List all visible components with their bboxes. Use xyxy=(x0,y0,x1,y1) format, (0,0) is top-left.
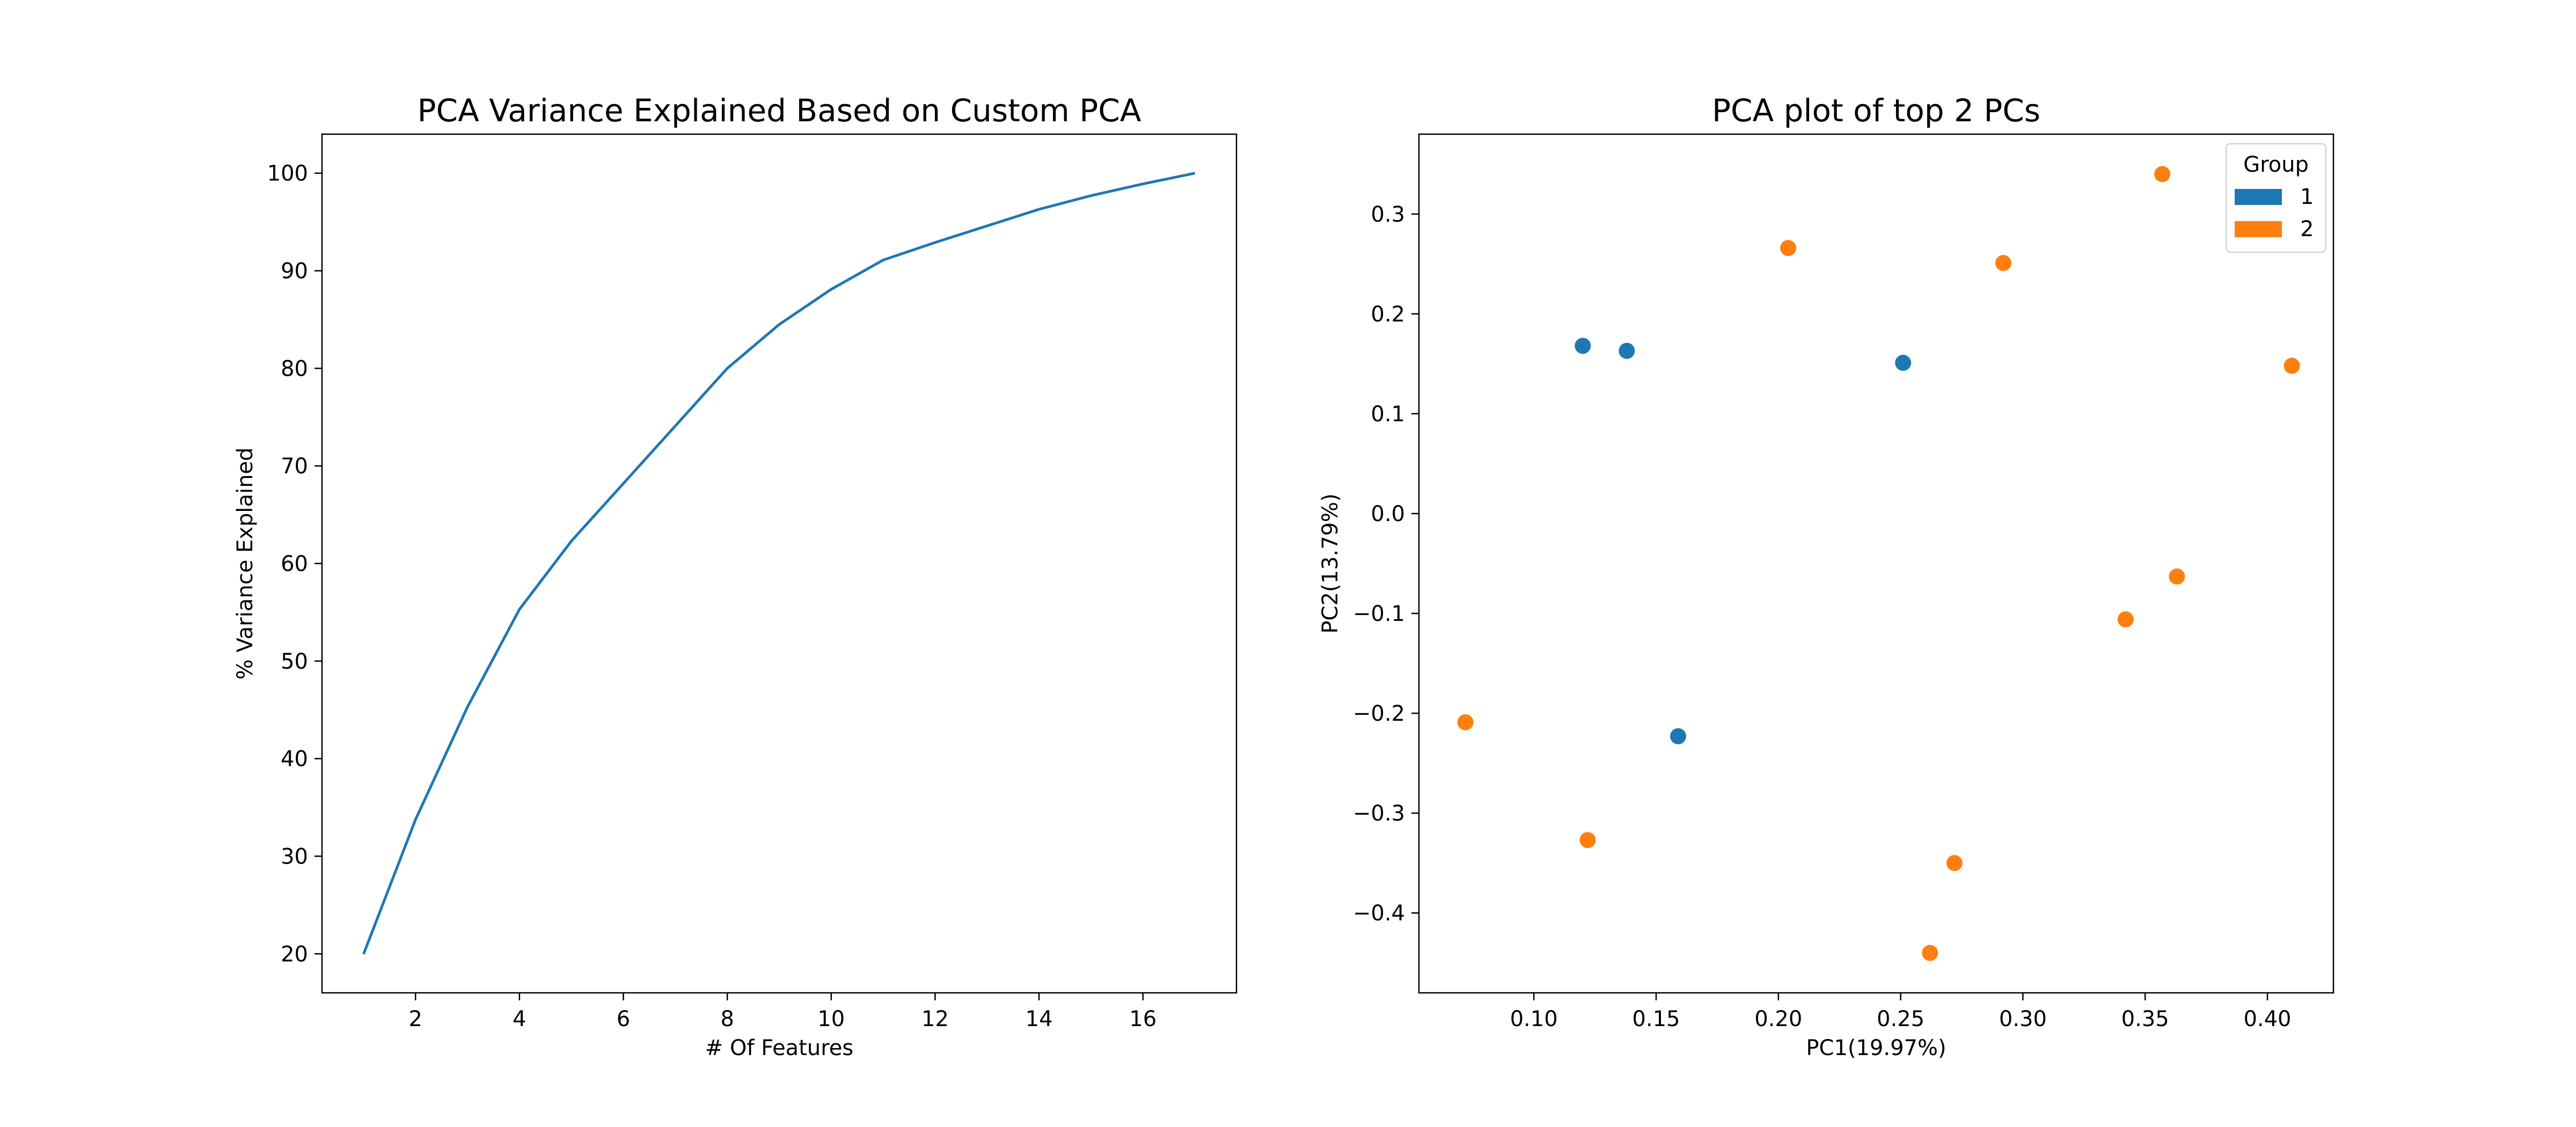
x-tick-label: 12 xyxy=(921,1007,949,1031)
legend-title: Group xyxy=(2243,152,2309,177)
scatter-point-group-2 xyxy=(2169,568,2185,585)
y-tick-label: 0.1 xyxy=(1371,402,1405,427)
y-tick-label: 80 xyxy=(281,356,308,381)
y-tick-label: −0.1 xyxy=(1353,602,1405,626)
legend: Group 1 2 xyxy=(2226,143,2326,253)
plot-area xyxy=(362,172,1196,955)
x-tick-label: 8 xyxy=(720,1007,734,1031)
y-tick-label: −0.4 xyxy=(1353,901,1405,926)
x-tick-label: 16 xyxy=(1129,1007,1157,1031)
plot-area xyxy=(1457,166,2300,961)
plot-frame xyxy=(321,133,1238,994)
x-axis-label: PC1(19.97%) xyxy=(1806,1036,1946,1060)
y-tick-label: −0.3 xyxy=(1353,801,1405,826)
x-tick-label: 0.25 xyxy=(1877,1007,1924,1031)
x-tick-label: 0.30 xyxy=(1999,1007,2047,1031)
y-tick-label: 40 xyxy=(281,747,308,772)
scatter-point-group-1 xyxy=(1670,728,1686,744)
y-axis-ticks: 0.3 0.2 0.1 0.0 −0.1 −0.2 −0.3 −0.4 xyxy=(1353,202,1419,926)
y-tick-label: 30 xyxy=(281,844,308,869)
y-tick-label: 0.0 xyxy=(1371,502,1405,526)
y-tick-label: 50 xyxy=(281,649,308,674)
chart-title: PCA Variance Explained Based on Custom P… xyxy=(418,92,1141,129)
legend-swatch-group-1 xyxy=(2235,189,2282,205)
scatter-point-group-2 xyxy=(1579,832,1596,848)
legend-swatch-group-2 xyxy=(2235,221,2282,237)
y-tick-label: 100 xyxy=(267,162,308,186)
scatter-point-group-1 xyxy=(1575,338,1591,354)
scatter-point-group-1 xyxy=(1619,342,1635,359)
scatter-point-group-2 xyxy=(1995,255,2011,271)
x-axis-ticks: 2 4 6 8 10 12 14 16 xyxy=(409,993,1157,1031)
x-tick-label: 0.10 xyxy=(1510,1007,1558,1031)
x-tick-label: 6 xyxy=(617,1007,630,1031)
y-axis-label: % Variance Explained xyxy=(233,448,258,680)
x-tick-label: 0.15 xyxy=(1632,1007,1680,1031)
x-tick-label: 10 xyxy=(817,1007,845,1031)
y-tick-label: 0.2 xyxy=(1371,302,1405,327)
y-axis-ticks: 20 30 40 50 60 70 80 90 100 xyxy=(267,162,322,967)
legend-label-group-2: 2 xyxy=(2300,217,2314,241)
scatter-point-group-2 xyxy=(2117,611,2134,628)
scatter-point-group-2 xyxy=(2284,357,2300,374)
plot-frame xyxy=(1418,133,2334,994)
x-tick-label: 4 xyxy=(513,1007,526,1031)
chart-title: PCA plot of top 2 PCs xyxy=(1712,92,2040,129)
y-axis-label: PC2(13.79%) xyxy=(1318,493,1343,633)
y-tick-label: 0.3 xyxy=(1371,202,1405,227)
pca-scatter-chart: PCA plot of top 2 PCs 0.10 0.15 0.20 0.25 0.… xyxy=(1318,92,2334,1060)
x-axis-label: # Of Features xyxy=(705,1036,854,1060)
x-tick-label: 14 xyxy=(1026,1007,1053,1031)
x-tick-label: 2 xyxy=(409,1007,422,1031)
legend-label-group-1: 1 xyxy=(2300,185,2314,209)
x-tick-label: 0.20 xyxy=(1754,1007,1802,1031)
scatter-point-group-2 xyxy=(1922,945,1938,961)
scatter-point-group-2 xyxy=(2154,166,2171,182)
y-tick-label: 90 xyxy=(281,259,308,284)
scatter-point-group-1 xyxy=(1895,355,1912,371)
scatter-point-group-2 xyxy=(1457,714,1474,730)
y-tick-label: 20 xyxy=(281,942,308,967)
scatter-point-group-2 xyxy=(1946,855,1963,872)
x-tick-label: 0.35 xyxy=(2121,1007,2169,1031)
y-tick-label: 60 xyxy=(281,552,308,576)
scatter-point-group-2 xyxy=(1780,240,1796,257)
variance-explained-chart: PCA Variance Explained Based on Custom P… xyxy=(233,92,1238,1060)
y-tick-label: −0.2 xyxy=(1353,701,1405,726)
x-axis-ticks: 0.10 0.15 0.20 0.25 0.30 0.35 0.40 xyxy=(1510,993,2292,1031)
y-tick-label: 70 xyxy=(281,454,308,479)
x-tick-label: 0.40 xyxy=(2243,1007,2291,1031)
variance-line xyxy=(362,172,1196,955)
